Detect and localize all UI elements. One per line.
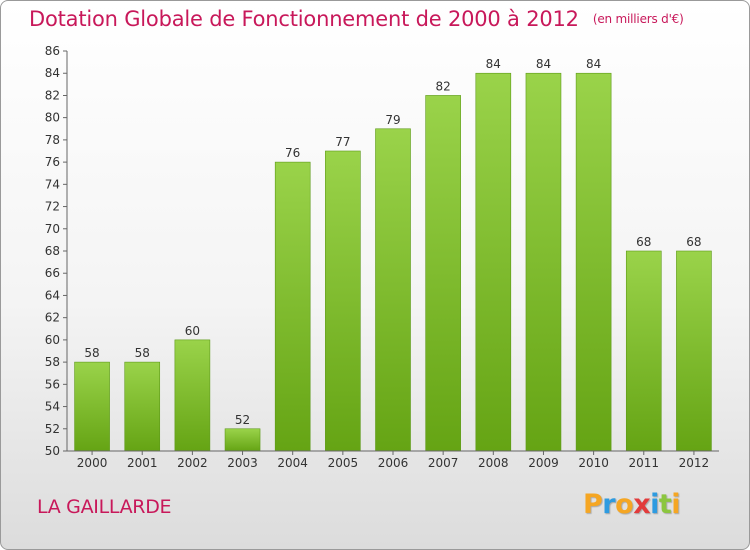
x-tick-label: 2003 <box>227 456 258 470</box>
chart-subtitle: (en milliers d'€) <box>592 12 684 26</box>
y-tick-label: 66 <box>45 266 60 280</box>
y-tick-label: 50 <box>45 444 60 458</box>
data-label: 84 <box>586 57 601 71</box>
x-tick-label: 2005 <box>328 456 359 470</box>
logo-letter: r <box>602 489 616 520</box>
data-label: 52 <box>235 413 250 427</box>
bar <box>375 128 411 452</box>
bar <box>325 150 361 452</box>
logo-letter: x <box>633 489 651 520</box>
data-label: 76 <box>285 146 300 160</box>
y-tick-label: 68 <box>45 244 60 258</box>
y-tick-label: 52 <box>45 422 60 436</box>
y-tick-label: 60 <box>45 333 60 347</box>
x-tick-label: 2002 <box>177 456 208 470</box>
y-tick-label: 62 <box>45 311 60 325</box>
y-tick-label: 54 <box>45 400 60 414</box>
logo-letter: P <box>583 489 603 520</box>
bar <box>124 361 161 452</box>
bar <box>575 72 612 452</box>
x-tick-label: 2009 <box>528 456 559 470</box>
bar <box>224 428 261 452</box>
bar <box>274 161 311 452</box>
x-axis: 2000 2001 2002 2003 2004 2005 2006 2007 2008 2009… <box>67 450 719 470</box>
y-tick-label: 74 <box>45 177 60 191</box>
bar <box>525 72 562 452</box>
commune-name: LA GAILLARDE <box>37 496 172 518</box>
logo-letter: i <box>650 489 659 520</box>
x-tick-label: 2008 <box>478 456 509 470</box>
bar <box>676 250 712 452</box>
y-tick-label: 84 <box>45 66 60 80</box>
y-tick-label: 70 <box>45 222 60 236</box>
chart-title-text: Dotation Globale de Fonctionnement de 20… <box>29 7 579 31</box>
y-tick-label: 82 <box>45 88 60 102</box>
x-tick-label: 2000 <box>77 456 108 470</box>
data-label: 84 <box>536 57 551 71</box>
data-label: 68 <box>636 235 651 249</box>
bars: 58 58 60 52 76 77 79 82 84 84 84 68 68 <box>74 57 712 452</box>
y-axis: 50 52 54 56 58 60 62 64 66 68 70 72 74 76 78 80 82 84 86 <box>45 44 68 458</box>
x-tick-label: 2004 <box>277 456 308 470</box>
proxiti-logo[interactable]: Proxiti <box>583 489 681 520</box>
x-tick-label: 2010 <box>578 456 609 470</box>
y-tick-label: 80 <box>45 111 60 125</box>
y-tick-label: 72 <box>45 200 60 214</box>
y-tick-label: 58 <box>45 355 60 369</box>
x-tick-label: 2001 <box>127 456 158 470</box>
data-label: 79 <box>385 113 400 127</box>
data-label: 84 <box>486 57 501 71</box>
data-label: 60 <box>185 324 200 338</box>
y-tick-label: 86 <box>45 44 60 58</box>
y-tick-label: 78 <box>45 133 60 147</box>
data-label: 77 <box>335 135 350 149</box>
bar <box>625 250 662 452</box>
y-tick-label: 56 <box>45 377 60 391</box>
bar <box>475 72 512 452</box>
x-tick-label: 2012 <box>679 456 710 470</box>
bar <box>425 95 461 452</box>
data-label: 58 <box>135 346 150 360</box>
y-tick-label: 64 <box>45 288 60 302</box>
data-label: 68 <box>686 235 701 249</box>
y-tick-label: 76 <box>45 155 60 169</box>
x-tick-label: 2007 <box>428 456 459 470</box>
x-tick-label: 2006 <box>378 456 409 470</box>
bar <box>174 339 211 452</box>
logo-letter: i <box>671 489 681 520</box>
bar <box>74 361 110 452</box>
data-label: 58 <box>84 346 99 360</box>
logo-letter: t <box>658 489 672 520</box>
x-tick-label: 2011 <box>628 456 659 470</box>
chart-title: Dotation Globale de Fonctionnement de 20… <box>29 7 684 31</box>
logo-letter: o <box>615 489 634 520</box>
data-label: 82 <box>436 79 451 93</box>
